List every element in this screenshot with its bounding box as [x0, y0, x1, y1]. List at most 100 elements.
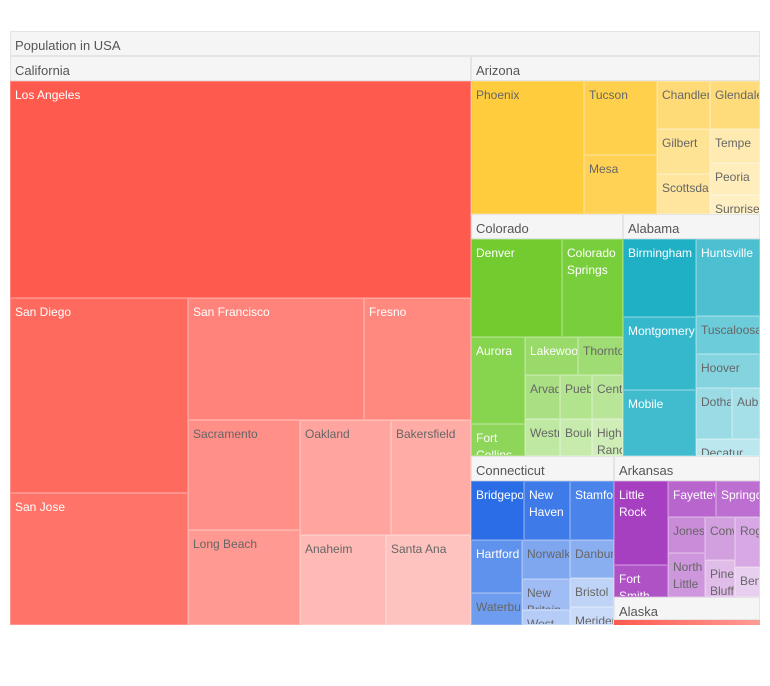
- treemap-cell[interactable]: Decatur: [696, 439, 760, 456]
- treemap-cell[interactable]: San Diego: [10, 298, 188, 493]
- group-header-alaska[interactable]: Alaska: [614, 597, 760, 620]
- treemap-cell[interactable]: Montgomery: [623, 317, 696, 390]
- group-header-colorado[interactable]: Colorado: [471, 214, 623, 239]
- treemap-cell[interactable]: Highlands Ranch: [592, 419, 623, 456]
- group-alaska-cells[interactable]: [614, 620, 760, 625]
- cell-label: Hartford: [476, 547, 520, 561]
- treemap-cell[interactable]: Anaheim: [300, 535, 386, 625]
- treemap-cell[interactable]: Long Beach: [188, 530, 300, 625]
- treemap-cell[interactable]: Hartford: [471, 540, 522, 593]
- cell-label: Surprise: [715, 202, 760, 214]
- cell-label: New Haven: [529, 488, 564, 519]
- cell-label: Long Beach: [193, 537, 258, 551]
- treemap-cell[interactable]: Bakersfield: [391, 420, 471, 535]
- cell-label: San Diego: [15, 305, 72, 319]
- treemap-cell[interactable]: Sacramento: [188, 420, 300, 530]
- treemap-cell[interactable]: Pueblo: [560, 375, 592, 419]
- treemap-cell[interactable]: San Francisco: [188, 298, 364, 420]
- treemap-cell[interactable]: Stamford: [570, 481, 614, 540]
- cell-label: Mesa: [589, 162, 619, 176]
- treemap-cell[interactable]: North Little Rock: [668, 553, 705, 597]
- treemap-cell[interactable]: Fayetteville: [668, 481, 716, 517]
- treemap-cell[interactable]: Bridgeport: [471, 481, 524, 540]
- cell-label: Huntsville: [701, 246, 754, 260]
- treemap-cell[interactable]: Waterbury: [471, 593, 522, 625]
- treemap-cell[interactable]: Pine Bluff: [705, 560, 735, 597]
- treemap-cell[interactable]: Santa Ana: [386, 535, 471, 625]
- treemap-cell[interactable]: Springdale: [716, 481, 760, 517]
- treemap-cell[interactable]: San Jose: [10, 493, 188, 625]
- treemap-cell[interactable]: Tucson: [584, 81, 657, 155]
- cell-label: Phoenix: [476, 88, 520, 102]
- cell-label: Peoria: [715, 170, 750, 184]
- treemap-title[interactable]: Population in USA: [10, 31, 760, 56]
- group-header-arizona[interactable]: Arizona: [471, 56, 760, 81]
- cell-label: Waterbury: [476, 600, 521, 614]
- treemap-cell[interactable]: Tempe: [710, 129, 760, 163]
- treemap-cell[interactable]: Little Rock: [614, 481, 668, 565]
- treemap-cell[interactable]: New Britain: [522, 579, 570, 610]
- treemap-cell[interactable]: Tuscaloosa: [696, 316, 760, 354]
- cell-label: Auburn: [737, 395, 759, 409]
- treemap-cell[interactable]: Thornton: [578, 337, 623, 375]
- cell-label: Fort Smith: [619, 572, 650, 597]
- cell-label: Tuscaloosa: [701, 323, 760, 337]
- cell-label: Fort Collins: [476, 431, 513, 456]
- group-header-california[interactable]: California: [10, 56, 471, 81]
- cell-label: Scottsdale: [662, 181, 709, 195]
- treemap-cell[interactable]: Mesa: [584, 155, 657, 214]
- cell-label: Thornton: [583, 344, 622, 358]
- treemap-cell[interactable]: Auburn: [732, 388, 760, 439]
- cell-label: Highlands Ranch: [597, 426, 622, 456]
- treemap-cell[interactable]: Centennial: [592, 375, 623, 419]
- treemap-cell[interactable]: Chandler: [657, 81, 710, 129]
- cell-label: Mobile: [628, 397, 664, 411]
- cell-label: Bentonville: [740, 574, 759, 588]
- treemap-cell[interactable]: Glendale: [710, 81, 760, 129]
- treemap-cell[interactable]: Gilbert: [657, 129, 710, 174]
- treemap-cell[interactable]: Phoenix: [471, 81, 584, 214]
- treemap-cell[interactable]: Boulder: [560, 419, 592, 456]
- treemap-cell[interactable]: Peoria: [710, 163, 760, 195]
- treemap-cell[interactable]: New Haven: [524, 481, 570, 540]
- cell-label: Danbury: [575, 547, 614, 561]
- treemap-cell[interactable]: Bentonville: [735, 567, 760, 597]
- group-header-arkansas[interactable]: Arkansas: [614, 456, 760, 481]
- treemap-cell[interactable]: Norwalk: [522, 540, 570, 579]
- treemap-cell[interactable]: West Hartford: [522, 610, 570, 625]
- cell-label: Lakewood: [530, 344, 578, 358]
- treemap-cell[interactable]: Meriden: [570, 607, 614, 625]
- cell-label: Bristol: [575, 585, 609, 599]
- cell-label: Gilbert: [662, 136, 698, 150]
- treemap-cell[interactable]: Fresno: [364, 298, 471, 420]
- group-header-alabama[interactable]: Alabama: [623, 214, 760, 239]
- cell-label: Conway: [710, 524, 734, 538]
- cell-label: Little Rock: [619, 488, 647, 519]
- treemap-cell[interactable]: Lakewood: [525, 337, 578, 375]
- treemap-cell[interactable]: Colorado Springs: [562, 239, 623, 337]
- treemap-cell[interactable]: Mobile: [623, 390, 696, 456]
- group-header-connecticut[interactable]: Connecticut: [471, 456, 614, 481]
- treemap-cell[interactable]: Bristol: [570, 578, 614, 607]
- treemap-cell[interactable]: Dothan: [696, 388, 732, 439]
- treemap-cell[interactable]: Fort Smith: [614, 565, 668, 597]
- treemap-cell[interactable]: Conway: [705, 517, 735, 560]
- treemap-cell[interactable]: Oakland: [300, 420, 391, 535]
- treemap-cell[interactable]: Surprise: [710, 195, 760, 214]
- treemap-cell[interactable]: Hoover: [696, 354, 760, 388]
- treemap-cell[interactable]: Birmingham: [623, 239, 696, 317]
- treemap-cell[interactable]: Jonesboro: [668, 517, 705, 553]
- treemap-cell[interactable]: Aurora: [471, 337, 525, 424]
- treemap-cell[interactable]: Danbury: [570, 540, 614, 578]
- treemap-cell[interactable]: Rogers: [735, 517, 760, 567]
- cell-label: Pine Bluff: [710, 567, 735, 597]
- treemap-cell[interactable]: Scottsdale: [657, 174, 710, 214]
- treemap-cell[interactable]: Denver: [471, 239, 562, 337]
- treemap-cell[interactable]: Los Angeles: [10, 81, 471, 298]
- treemap-cell[interactable]: Huntsville: [696, 239, 760, 316]
- cell-label: Rogers: [740, 524, 760, 538]
- treemap-cell[interactable]: Westminster: [525, 419, 560, 456]
- treemap-cell[interactable]: Fort Collins: [471, 424, 525, 456]
- treemap-cell[interactable]: Arvada: [525, 375, 560, 419]
